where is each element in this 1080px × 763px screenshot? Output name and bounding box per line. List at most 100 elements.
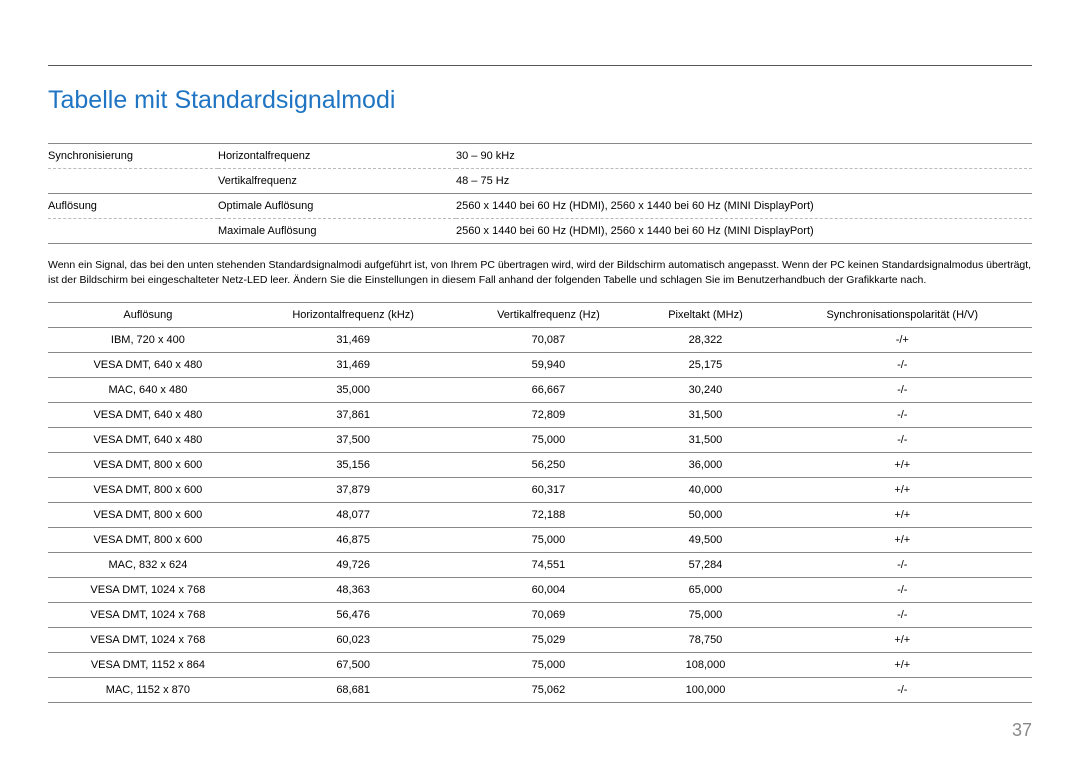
table-cell: 35,000	[248, 378, 459, 403]
table-cell: -/-	[773, 678, 1032, 703]
spec-row: AuflösungOptimale Auflösung2560 x 1440 b…	[48, 194, 1032, 219]
table-cell: -/-	[773, 603, 1032, 628]
table-row: MAC, 832 x 62449,72674,55157,284-/-	[48, 553, 1032, 578]
spec-category	[48, 219, 218, 244]
table-row: VESA DMT, 800 x 60048,07772,18850,000+/+	[48, 503, 1032, 528]
table-cell: 31,500	[638, 403, 772, 428]
note-text: Wenn ein Signal, das bei den unten stehe…	[48, 258, 1032, 288]
table-cell: 56,476	[248, 603, 459, 628]
table-cell: 25,175	[638, 353, 772, 378]
table-cell: 50,000	[638, 503, 772, 528]
table-row: VESA DMT, 1024 x 76860,02375,02978,750+/…	[48, 628, 1032, 653]
table-cell: 70,069	[458, 603, 638, 628]
table-cell: 31,469	[248, 328, 459, 353]
table-cell: VESA DMT, 640 x 480	[48, 403, 248, 428]
table-cell: VESA DMT, 800 x 600	[48, 453, 248, 478]
spec-label: Horizontalfrequenz	[218, 144, 456, 169]
table-cell: 31,500	[638, 428, 772, 453]
table-row: VESA DMT, 1024 x 76856,47670,06975,000-/…	[48, 603, 1032, 628]
spec-row: Vertikalfrequenz48 – 75 Hz	[48, 169, 1032, 194]
table-cell: 108,000	[638, 653, 772, 678]
table-row: VESA DMT, 640 x 48037,50075,00031,500-/-	[48, 428, 1032, 453]
table-cell: IBM, 720 x 400	[48, 328, 248, 353]
table-cell: VESA DMT, 1024 x 768	[48, 603, 248, 628]
spec-category: Auflösung	[48, 194, 218, 219]
table-cell: 78,750	[638, 628, 772, 653]
top-horizontal-rule	[48, 65, 1032, 66]
spec-value: 48 – 75 Hz	[456, 169, 1032, 194]
table-cell: -/-	[773, 403, 1032, 428]
table-row: VESA DMT, 1024 x 76848,36360,00465,000-/…	[48, 578, 1032, 603]
table-cell: -/+	[773, 328, 1032, 353]
table-cell: 68,681	[248, 678, 459, 703]
table-cell: 75,000	[458, 653, 638, 678]
table-row: IBM, 720 x 40031,46970,08728,322-/+	[48, 328, 1032, 353]
table-cell: +/+	[773, 628, 1032, 653]
table-cell: 72,188	[458, 503, 638, 528]
table-cell: MAC, 1152 x 870	[48, 678, 248, 703]
column-header: Auflösung	[48, 303, 248, 328]
column-header: Horizontalfrequenz (kHz)	[248, 303, 459, 328]
table-cell: VESA DMT, 800 x 600	[48, 503, 248, 528]
table-cell: 75,000	[458, 428, 638, 453]
table-cell: +/+	[773, 503, 1032, 528]
table-cell: 60,023	[248, 628, 459, 653]
table-cell: 37,861	[248, 403, 459, 428]
table-cell: 75,029	[458, 628, 638, 653]
column-header: Pixeltakt (MHz)	[638, 303, 772, 328]
table-cell: +/+	[773, 653, 1032, 678]
table-row: VESA DMT, 800 x 60035,15656,25036,000+/+	[48, 453, 1032, 478]
table-cell: VESA DMT, 1024 x 768	[48, 628, 248, 653]
table-cell: VESA DMT, 640 x 480	[48, 353, 248, 378]
table-cell: -/-	[773, 353, 1032, 378]
spec-table: SynchronisierungHorizontalfrequenz30 – 9…	[48, 143, 1032, 244]
table-cell: 74,551	[458, 553, 638, 578]
table-cell: +/+	[773, 528, 1032, 553]
table-cell: VESA DMT, 1024 x 768	[48, 578, 248, 603]
table-cell: 35,156	[248, 453, 459, 478]
spec-category	[48, 169, 218, 194]
table-cell: 75,062	[458, 678, 638, 703]
spec-row: SynchronisierungHorizontalfrequenz30 – 9…	[48, 144, 1032, 169]
table-cell: 36,000	[638, 453, 772, 478]
table-cell: 66,667	[458, 378, 638, 403]
table-cell: 48,363	[248, 578, 459, 603]
spec-value: 30 – 90 kHz	[456, 144, 1032, 169]
table-cell: 48,077	[248, 503, 459, 528]
table-cell: 37,500	[248, 428, 459, 453]
table-row: VESA DMT, 800 x 60046,87575,00049,500+/+	[48, 528, 1032, 553]
table-cell: 31,469	[248, 353, 459, 378]
spec-label: Maximale Auflösung	[218, 219, 456, 244]
table-row: MAC, 640 x 48035,00066,66730,240-/-	[48, 378, 1032, 403]
table-row: VESA DMT, 1152 x 86467,50075,000108,000+…	[48, 653, 1032, 678]
table-cell: 65,000	[638, 578, 772, 603]
spec-category: Synchronisierung	[48, 144, 218, 169]
page-number: 37	[1012, 720, 1032, 741]
table-cell: VESA DMT, 800 x 600	[48, 528, 248, 553]
page-title: Tabelle mit Standardsignalmodi	[48, 86, 1032, 115]
spec-label: Optimale Auflösung	[218, 194, 456, 219]
signal-modes-table: AuflösungHorizontalfrequenz (kHz)Vertika…	[48, 302, 1032, 703]
table-row: VESA DMT, 800 x 60037,87960,31740,000+/+	[48, 478, 1032, 503]
table-row: VESA DMT, 640 x 48031,46959,94025,175-/-	[48, 353, 1032, 378]
table-cell: 49,726	[248, 553, 459, 578]
table-cell: +/+	[773, 453, 1032, 478]
table-cell: -/-	[773, 553, 1032, 578]
table-cell: VESA DMT, 640 x 480	[48, 428, 248, 453]
table-cell: -/-	[773, 428, 1032, 453]
table-cell: 59,940	[458, 353, 638, 378]
column-header: Synchronisationspolarität (H/V)	[773, 303, 1032, 328]
table-cell: +/+	[773, 478, 1032, 503]
table-cell: 75,000	[638, 603, 772, 628]
table-cell: 46,875	[248, 528, 459, 553]
table-cell: VESA DMT, 1152 x 864	[48, 653, 248, 678]
table-cell: 40,000	[638, 478, 772, 503]
table-cell: 67,500	[248, 653, 459, 678]
table-cell: 30,240	[638, 378, 772, 403]
table-cell: 56,250	[458, 453, 638, 478]
table-cell: 37,879	[248, 478, 459, 503]
table-cell: 28,322	[638, 328, 772, 353]
table-cell: 100,000	[638, 678, 772, 703]
table-cell: MAC, 640 x 480	[48, 378, 248, 403]
table-cell: 57,284	[638, 553, 772, 578]
